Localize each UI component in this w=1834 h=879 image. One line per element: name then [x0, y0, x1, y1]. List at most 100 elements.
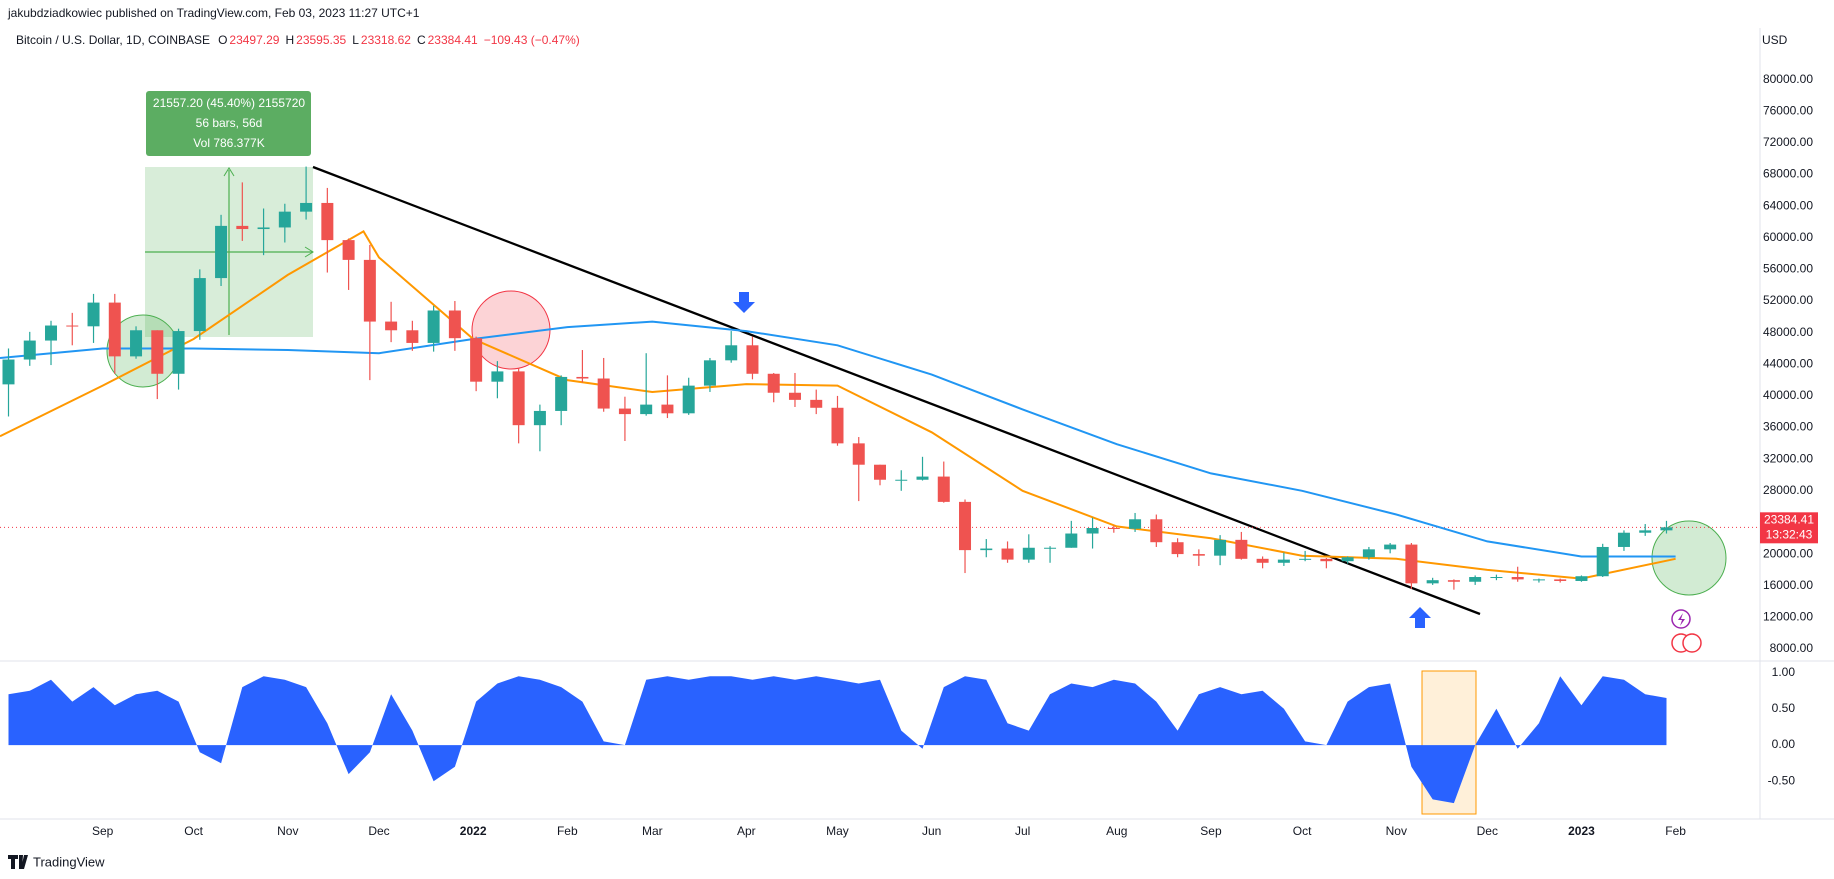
candle-body: [1490, 577, 1503, 579]
candle-body: [959, 501, 972, 551]
y-tick-label: 8000.00: [1770, 641, 1814, 655]
ohlc-label: O: [218, 33, 227, 47]
down-arrow[interactable]: [733, 292, 755, 313]
x-tick-label: Feb: [557, 824, 578, 838]
y-tick-label: 28000.00: [1763, 483, 1813, 497]
candle-body: [1554, 579, 1567, 581]
y-tick-label: 52000.00: [1763, 293, 1813, 307]
price-change: −109.43 (−0.47%): [484, 33, 580, 47]
candle-body: [1001, 548, 1014, 560]
candle-body: [278, 211, 291, 228]
event-icon-bolt: [1678, 613, 1685, 626]
x-tick-label: Dec: [1477, 824, 1498, 838]
candle-body: [533, 410, 546, 426]
candle-body: [470, 338, 483, 382]
countdown: 13:32:43: [1766, 527, 1813, 541]
candle-body: [1660, 527, 1673, 531]
candle-body: [1065, 533, 1078, 548]
y-tick-label: 12000.00: [1763, 610, 1813, 624]
ohlc-label: C: [417, 33, 426, 47]
x-tick-label: Dec: [368, 824, 389, 838]
candle-body: [1426, 580, 1439, 584]
up-arrow[interactable]: [1409, 607, 1431, 628]
y-tick-label: 44000.00: [1763, 356, 1813, 370]
x-tick-label: Oct: [184, 824, 203, 838]
candle-body: [257, 227, 270, 230]
x-tick-label: Aug: [1106, 824, 1127, 838]
candle-body: [874, 464, 886, 480]
candle-body: [1022, 547, 1035, 560]
candle-body: [1384, 544, 1397, 550]
candle-body: [1107, 527, 1120, 529]
candle-body: [937, 476, 950, 502]
candle-body: [491, 371, 504, 382]
candle-body: [597, 378, 610, 409]
ohlc-label: H: [285, 33, 294, 47]
y-tick-label: 0.00: [1772, 737, 1796, 751]
candle-body: [831, 407, 844, 444]
candle-body: [406, 330, 419, 343]
ohlc-label: L: [352, 33, 359, 47]
x-tick-label: 2022: [460, 824, 487, 838]
x-tick-label: May: [826, 824, 849, 838]
measure-arrowhead: [223, 167, 235, 177]
ohlc-value: 23595.35: [296, 33, 346, 47]
x-tick-label: Nov: [277, 824, 298, 838]
candle-body: [1299, 558, 1312, 560]
candle-body: [1447, 580, 1460, 582]
measure-arrowhead: [304, 246, 314, 258]
trend-line[interactable]: [312, 165, 1481, 616]
candle-body: [1575, 576, 1588, 581]
candle-body: [23, 340, 36, 360]
measure-text: 21557.20 (45.40%) 2155720: [153, 96, 305, 110]
candle-body: [1511, 577, 1524, 580]
candle-body: [767, 373, 780, 393]
highlight-circle[interactable]: [1651, 520, 1727, 596]
measure-text: Vol 786.377K: [193, 136, 264, 150]
candle-body: [448, 310, 461, 339]
y-tick-label: 1.00: [1772, 665, 1796, 679]
candle-body: [1596, 546, 1609, 577]
candle-body: [682, 385, 695, 414]
x-tick-label: Mar: [642, 824, 663, 838]
x-tick-label: Sep: [1200, 824, 1222, 838]
x-tick-label: Feb: [1665, 824, 1686, 838]
candle-body: [321, 202, 334, 241]
candle-body: [725, 345, 738, 361]
candle-body: [215, 225, 228, 279]
candle-body: [852, 443, 865, 465]
candle-body: [640, 404, 653, 415]
candle-body: [363, 259, 376, 322]
candle-body: [1192, 554, 1205, 556]
y-tick-label: 60000.00: [1763, 230, 1813, 244]
y-tick-label: 80000.00: [1763, 72, 1813, 86]
candle-body: [1044, 547, 1057, 549]
measure-text: 56 bars, 56d: [196, 116, 263, 130]
candle-body: [512, 371, 525, 426]
y-tick-label: 48000.00: [1763, 325, 1813, 339]
x-tick-label: Oct: [1293, 824, 1312, 838]
candle-body: [1639, 530, 1652, 533]
published-by: jakubdziadkowiec published on TradingVie…: [7, 6, 420, 20]
candle-body: [427, 310, 440, 343]
candle-body: [342, 240, 355, 260]
y-tick-label: 36000.00: [1763, 420, 1813, 434]
candle-body: [300, 202, 313, 212]
event-icon[interactable]: [1682, 633, 1702, 653]
candle-body: [1617, 532, 1630, 547]
candle-body: [1086, 527, 1099, 534]
footer-brand: TradingView: [33, 854, 105, 869]
candle-body: [895, 479, 908, 481]
candle-body: [151, 330, 164, 374]
candle-body: [108, 302, 121, 357]
ohlc-value: 23318.62: [361, 33, 411, 47]
candle-body: [1256, 558, 1269, 563]
x-tick-label: Jul: [1015, 824, 1030, 838]
candle-body: [193, 278, 206, 332]
candle-body: [1469, 577, 1482, 582]
candle-body: [385, 321, 398, 331]
x-tick-label: Nov: [1386, 824, 1407, 838]
candle-body: [661, 404, 674, 414]
